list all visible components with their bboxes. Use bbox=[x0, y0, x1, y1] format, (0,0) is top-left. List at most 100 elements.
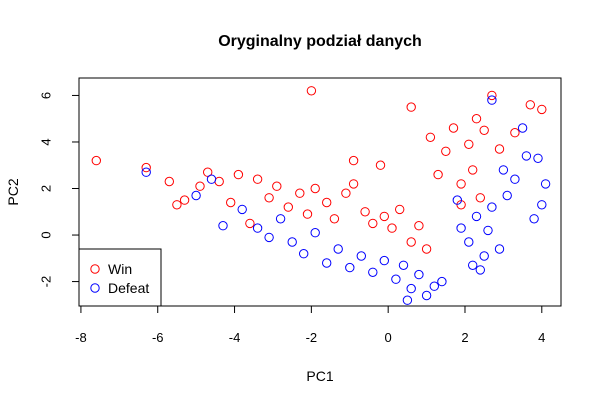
x-tick-label: 0 bbox=[385, 330, 392, 345]
point-win bbox=[341, 188, 351, 198]
point-win bbox=[195, 181, 205, 191]
point-win bbox=[179, 195, 190, 205]
point-defeat bbox=[487, 202, 497, 212]
point-win bbox=[456, 179, 466, 189]
point-win bbox=[537, 104, 547, 115]
point-win bbox=[406, 237, 416, 247]
point-defeat bbox=[322, 258, 332, 268]
y-tick-label: 6 bbox=[38, 92, 53, 99]
point-defeat bbox=[191, 190, 201, 201]
point-defeat bbox=[402, 295, 413, 305]
point-defeat bbox=[275, 214, 286, 224]
legend-marker-defeat bbox=[90, 283, 100, 293]
point-win bbox=[448, 123, 459, 133]
y-tick-label: 2 bbox=[38, 185, 53, 192]
point-win bbox=[510, 128, 520, 138]
point-win bbox=[164, 176, 175, 187]
point-win bbox=[252, 174, 263, 184]
legend-label-win: Win bbox=[108, 261, 132, 277]
point-defeat bbox=[452, 195, 462, 205]
point-defeat bbox=[475, 265, 485, 275]
chart-title: Oryginalny podział danych bbox=[218, 33, 422, 50]
point-win bbox=[464, 139, 474, 150]
point-win bbox=[348, 179, 359, 189]
point-win bbox=[387, 223, 397, 233]
point-defeat bbox=[510, 174, 520, 184]
x-tick-label: -4 bbox=[229, 330, 241, 345]
point-win bbox=[91, 155, 102, 166]
point-win bbox=[379, 211, 389, 222]
point-defeat bbox=[487, 95, 497, 105]
point-win bbox=[306, 86, 317, 96]
point-win bbox=[487, 90, 497, 101]
x-axis: -8 -6 -4 -2 0 2 4 bbox=[75, 305, 545, 345]
point-win bbox=[310, 183, 320, 194]
point-win bbox=[295, 188, 305, 198]
point-defeat bbox=[299, 249, 309, 259]
point-defeat bbox=[494, 244, 505, 254]
y-axis-label: PC2 bbox=[5, 178, 21, 205]
point-win bbox=[375, 160, 386, 170]
point-win bbox=[525, 100, 535, 110]
point-defeat bbox=[521, 151, 532, 161]
data-points bbox=[91, 86, 551, 305]
point-defeat bbox=[310, 228, 320, 238]
y-axis: -2 0 2 4 6 bbox=[38, 92, 80, 288]
point-defeat bbox=[471, 211, 482, 222]
point-defeat bbox=[237, 204, 247, 215]
point-defeat bbox=[468, 260, 478, 270]
point-win bbox=[322, 197, 332, 208]
point-defeat bbox=[141, 167, 151, 177]
point-defeat bbox=[368, 267, 378, 277]
point-win bbox=[329, 214, 340, 224]
point-win bbox=[471, 114, 482, 124]
x-tick-label: -2 bbox=[306, 330, 318, 345]
point-win bbox=[272, 181, 282, 191]
point-defeat bbox=[252, 223, 263, 233]
point-win bbox=[441, 146, 451, 157]
x-axis-label: PC1 bbox=[306, 368, 333, 384]
point-win bbox=[468, 165, 478, 175]
y-tick-label: -2 bbox=[38, 276, 53, 288]
point-win bbox=[433, 169, 443, 180]
point-defeat bbox=[533, 153, 543, 164]
point-win bbox=[214, 176, 224, 187]
point-win bbox=[494, 144, 505, 154]
point-win bbox=[395, 204, 405, 215]
point-win bbox=[368, 218, 378, 229]
point-win bbox=[406, 102, 416, 112]
point-defeat bbox=[391, 274, 401, 284]
point-defeat bbox=[406, 283, 416, 294]
point-win bbox=[421, 244, 432, 254]
point-defeat bbox=[483, 225, 493, 236]
point-defeat bbox=[456, 223, 466, 233]
legend-box bbox=[78, 248, 162, 307]
point-defeat bbox=[414, 269, 424, 280]
point-defeat bbox=[206, 174, 217, 184]
y-tick-label: 0 bbox=[38, 231, 53, 238]
point-defeat bbox=[498, 165, 509, 175]
point-win bbox=[264, 193, 274, 203]
point-defeat bbox=[356, 251, 366, 261]
point-win bbox=[475, 193, 485, 203]
point-win bbox=[172, 200, 182, 210]
point-win bbox=[283, 202, 293, 212]
x-tick-label: 2 bbox=[461, 330, 468, 345]
point-defeat bbox=[479, 251, 489, 261]
point-win bbox=[425, 132, 436, 143]
point-win bbox=[479, 125, 489, 136]
point-win bbox=[233, 169, 244, 180]
point-defeat bbox=[398, 260, 409, 270]
point-defeat bbox=[529, 214, 539, 224]
y-tick-label: 4 bbox=[38, 138, 53, 145]
point-win bbox=[348, 155, 359, 166]
x-tick-label: -6 bbox=[152, 330, 164, 345]
point-defeat bbox=[429, 281, 439, 291]
point-win bbox=[141, 162, 151, 173]
point-defeat bbox=[517, 123, 528, 133]
point-win bbox=[226, 197, 236, 208]
point-win bbox=[245, 218, 255, 229]
point-win bbox=[414, 221, 424, 231]
x-tick-label: 4 bbox=[538, 330, 545, 345]
point-win bbox=[302, 209, 313, 219]
